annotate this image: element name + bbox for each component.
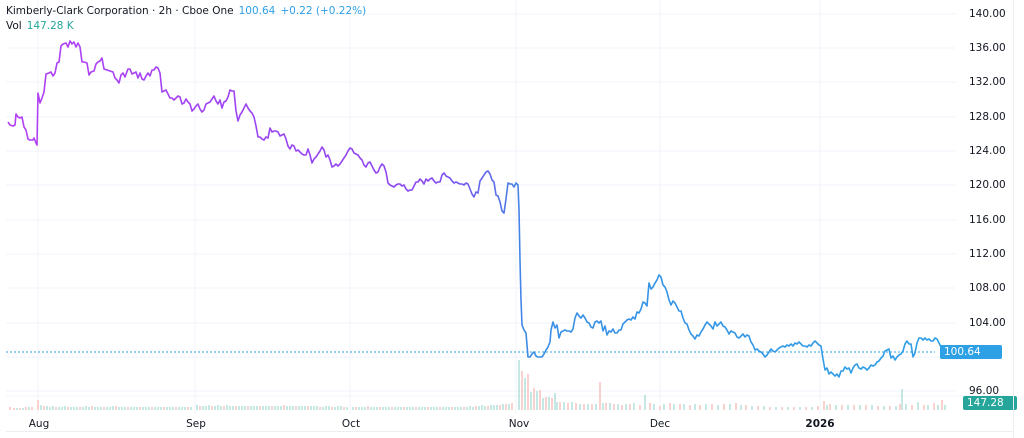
horizontal-gridlines — [6, 13, 955, 392]
x-tick-sep: Sep — [186, 418, 206, 430]
volume-tag: 147.28 K — [963, 396, 1017, 423]
price-tag-value: 100.64 — [940, 345, 1002, 359]
x-tick-aug: Aug — [28, 418, 50, 430]
volume-label: Vol — [6, 20, 22, 32]
y-tick: 136.00 — [969, 42, 1006, 54]
legend-title-row: Kimberly-Clark Corporation · 2h · Cboe O… — [6, 4, 366, 19]
y-tick: 128.00 — [969, 111, 1006, 123]
y-tick: 124.00 — [969, 145, 1006, 157]
y-tick: 116.00 — [969, 214, 1006, 226]
price-change: +0.22 (+0.22%) — [280, 5, 367, 17]
chart-legend: Kimberly-Clark Corporation · 2h · Cboe O… — [6, 4, 366, 34]
x-tick-nov: Nov — [508, 418, 530, 430]
last-price-value: 100.64 — [238, 5, 276, 17]
vertical-gridlines — [37, 0, 821, 414]
x-tick-oct: Oct — [341, 418, 361, 430]
y-tick: 104.00 — [969, 317, 1006, 329]
y-tick: 96.00 — [969, 385, 1000, 397]
bottom-border — [6, 431, 1014, 432]
right-border — [1013, 0, 1014, 438]
y-tick: 140.00 — [969, 8, 1006, 20]
y-tick: 108.00 — [969, 282, 1006, 294]
legend-volume-row: Vol 147.28 K — [6, 19, 366, 34]
x-tick-dec: Dec — [649, 418, 671, 430]
volume-value: 147.28 K — [26, 20, 74, 32]
symbol-title: Kimberly-Clark Corporation · 2h · Cboe O… — [6, 5, 234, 17]
y-tick: 112.00 — [969, 248, 1006, 260]
x-tick-2026: 2026 — [805, 418, 835, 430]
volume-bars — [9, 360, 946, 410]
price-line — [7, 40, 944, 378]
y-tick: 132.00 — [969, 76, 1006, 88]
y-tick: 120.00 — [969, 179, 1006, 191]
